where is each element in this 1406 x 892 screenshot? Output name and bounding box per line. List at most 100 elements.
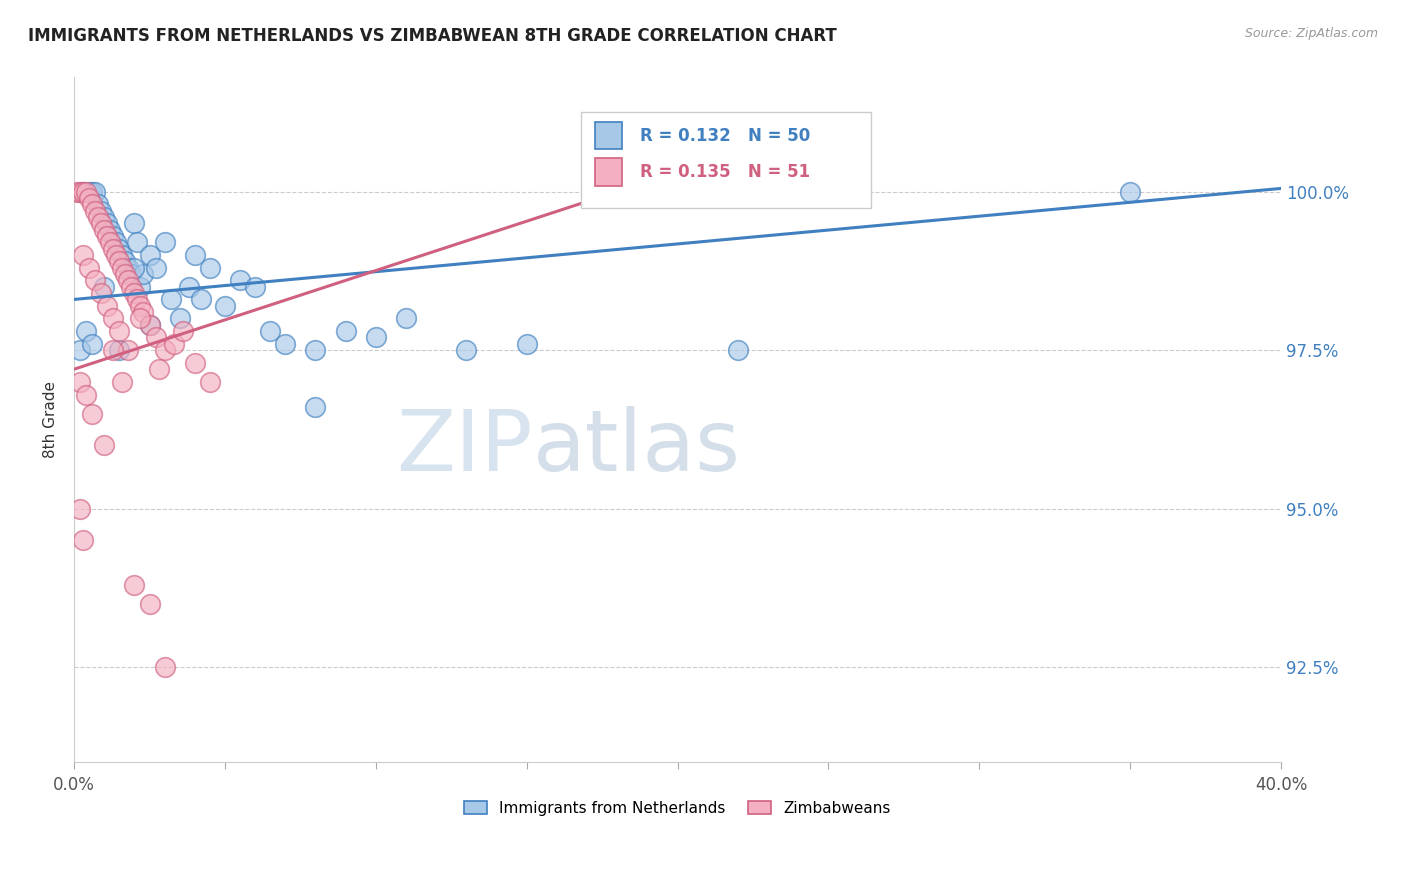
Point bbox=[153, 235, 176, 250]
Point bbox=[84, 273, 107, 287]
Point bbox=[159, 293, 181, 307]
Point bbox=[129, 279, 152, 293]
Point bbox=[129, 311, 152, 326]
Point bbox=[75, 185, 97, 199]
Point bbox=[364, 330, 387, 344]
Point bbox=[72, 185, 94, 199]
Point bbox=[105, 248, 128, 262]
Point bbox=[108, 254, 131, 268]
Point bbox=[229, 273, 252, 287]
Point bbox=[84, 185, 107, 199]
Point bbox=[145, 330, 167, 344]
Point bbox=[335, 324, 357, 338]
Point bbox=[138, 318, 160, 332]
Point bbox=[117, 260, 139, 275]
Point bbox=[117, 273, 139, 287]
Point bbox=[184, 248, 207, 262]
Point bbox=[69, 375, 91, 389]
Point bbox=[190, 293, 212, 307]
Point bbox=[145, 260, 167, 275]
Point bbox=[77, 191, 100, 205]
Point bbox=[129, 299, 152, 313]
FancyBboxPatch shape bbox=[596, 158, 621, 186]
Point bbox=[103, 343, 125, 358]
Point bbox=[98, 235, 121, 250]
Point bbox=[72, 248, 94, 262]
Point bbox=[516, 336, 538, 351]
Point bbox=[82, 197, 104, 211]
Point bbox=[72, 185, 94, 199]
Point bbox=[1119, 185, 1142, 199]
FancyBboxPatch shape bbox=[581, 112, 870, 208]
Point bbox=[172, 324, 194, 338]
Point bbox=[84, 203, 107, 218]
Point bbox=[127, 235, 149, 250]
Point bbox=[127, 293, 149, 307]
Point bbox=[727, 343, 749, 358]
Point bbox=[69, 343, 91, 358]
Point bbox=[117, 343, 139, 358]
Point bbox=[214, 299, 236, 313]
Point bbox=[103, 242, 125, 256]
Point bbox=[75, 387, 97, 401]
Point bbox=[82, 407, 104, 421]
Point bbox=[153, 343, 176, 358]
Point bbox=[395, 311, 418, 326]
Point bbox=[163, 336, 186, 351]
Point bbox=[132, 267, 155, 281]
Legend: Immigrants from Netherlands, Zimbabweans: Immigrants from Netherlands, Zimbabweans bbox=[457, 793, 898, 823]
Text: IMMIGRANTS FROM NETHERLANDS VS ZIMBABWEAN 8TH GRADE CORRELATION CHART: IMMIGRANTS FROM NETHERLANDS VS ZIMBABWEA… bbox=[28, 27, 837, 45]
Point bbox=[69, 185, 91, 199]
Point bbox=[114, 254, 136, 268]
Point bbox=[75, 324, 97, 338]
Point bbox=[138, 597, 160, 611]
Point bbox=[114, 267, 136, 281]
Point bbox=[111, 248, 134, 262]
Point bbox=[77, 185, 100, 199]
Point bbox=[93, 210, 115, 224]
Point bbox=[108, 343, 131, 358]
Point bbox=[96, 299, 118, 313]
Point bbox=[108, 324, 131, 338]
Point bbox=[103, 229, 125, 244]
Point bbox=[124, 260, 146, 275]
Point bbox=[198, 375, 221, 389]
Text: atlas: atlas bbox=[533, 406, 741, 489]
Point bbox=[72, 533, 94, 548]
Point bbox=[124, 578, 146, 592]
Point bbox=[90, 203, 112, 218]
Point bbox=[169, 311, 191, 326]
Point bbox=[82, 185, 104, 199]
Point bbox=[124, 216, 146, 230]
Point bbox=[77, 260, 100, 275]
Point bbox=[177, 279, 200, 293]
Point bbox=[138, 248, 160, 262]
Point bbox=[93, 222, 115, 236]
Point bbox=[304, 401, 326, 415]
FancyBboxPatch shape bbox=[596, 122, 621, 149]
Point bbox=[120, 267, 142, 281]
Point bbox=[93, 438, 115, 452]
Point bbox=[108, 242, 131, 256]
Y-axis label: 8th Grade: 8th Grade bbox=[44, 382, 58, 458]
Point bbox=[105, 235, 128, 250]
Point bbox=[69, 501, 91, 516]
Point bbox=[111, 260, 134, 275]
Point bbox=[124, 286, 146, 301]
Point bbox=[87, 197, 110, 211]
Point bbox=[138, 318, 160, 332]
Text: R = 0.132   N = 50: R = 0.132 N = 50 bbox=[640, 127, 810, 145]
Point bbox=[456, 343, 478, 358]
Point bbox=[198, 260, 221, 275]
Point bbox=[304, 343, 326, 358]
Point bbox=[259, 324, 281, 338]
Point bbox=[243, 279, 266, 293]
Point bbox=[120, 279, 142, 293]
Point bbox=[90, 216, 112, 230]
Point bbox=[98, 222, 121, 236]
Text: Source: ZipAtlas.com: Source: ZipAtlas.com bbox=[1244, 27, 1378, 40]
Point bbox=[148, 362, 170, 376]
Point bbox=[103, 311, 125, 326]
Point bbox=[66, 185, 89, 199]
Point bbox=[93, 279, 115, 293]
